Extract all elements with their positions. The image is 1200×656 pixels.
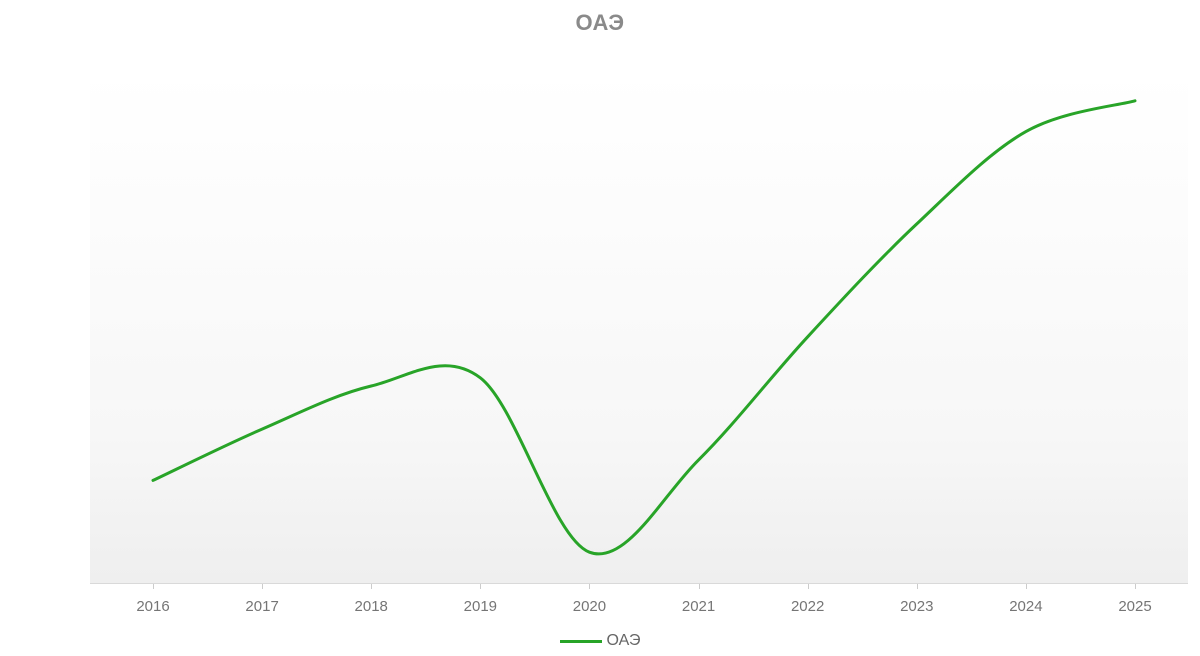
x-axis-tick	[916, 584, 918, 589]
x-axis-tick	[589, 584, 591, 589]
x-axis-tick	[1025, 584, 1027, 589]
x-axis-label: 2019	[463, 598, 498, 615]
x-axis-tick	[262, 584, 264, 589]
legend-line-swatch	[559, 639, 602, 643]
x-axis-label: 2018	[354, 598, 388, 615]
chart-legend: ОАЭ	[0, 632, 1200, 650]
x-axis-tick	[807, 584, 809, 589]
plot-area	[90, 70, 1188, 583]
x-axis-label: 2022	[790, 598, 825, 615]
x-axis-label: 2016	[136, 598, 170, 615]
legend-label: ОАЭ	[606, 632, 641, 649]
series-line	[151, 99, 1137, 556]
x-axis-label: 2017	[245, 598, 279, 615]
x-axis-label: 2023	[900, 598, 934, 615]
x-axis-label: 2020	[572, 598, 607, 615]
x-axis-label: 2025	[1118, 598, 1152, 615]
x-axis-tick	[153, 584, 154, 589]
legend-item[interactable]: ОАЭ	[559, 632, 641, 650]
x-axis-tick	[1135, 584, 1136, 589]
x-axis-tick	[371, 584, 373, 589]
x-axis-label: 2021	[681, 598, 716, 615]
x-axis-label: 2024	[1009, 598, 1043, 615]
series-plot	[151, 99, 1137, 556]
x-axis-tick	[698, 584, 700, 589]
x-axis-line	[90, 583, 1188, 584]
chart-title: ОАЭ	[575, 10, 625, 35]
x-axis-tick	[480, 584, 482, 589]
